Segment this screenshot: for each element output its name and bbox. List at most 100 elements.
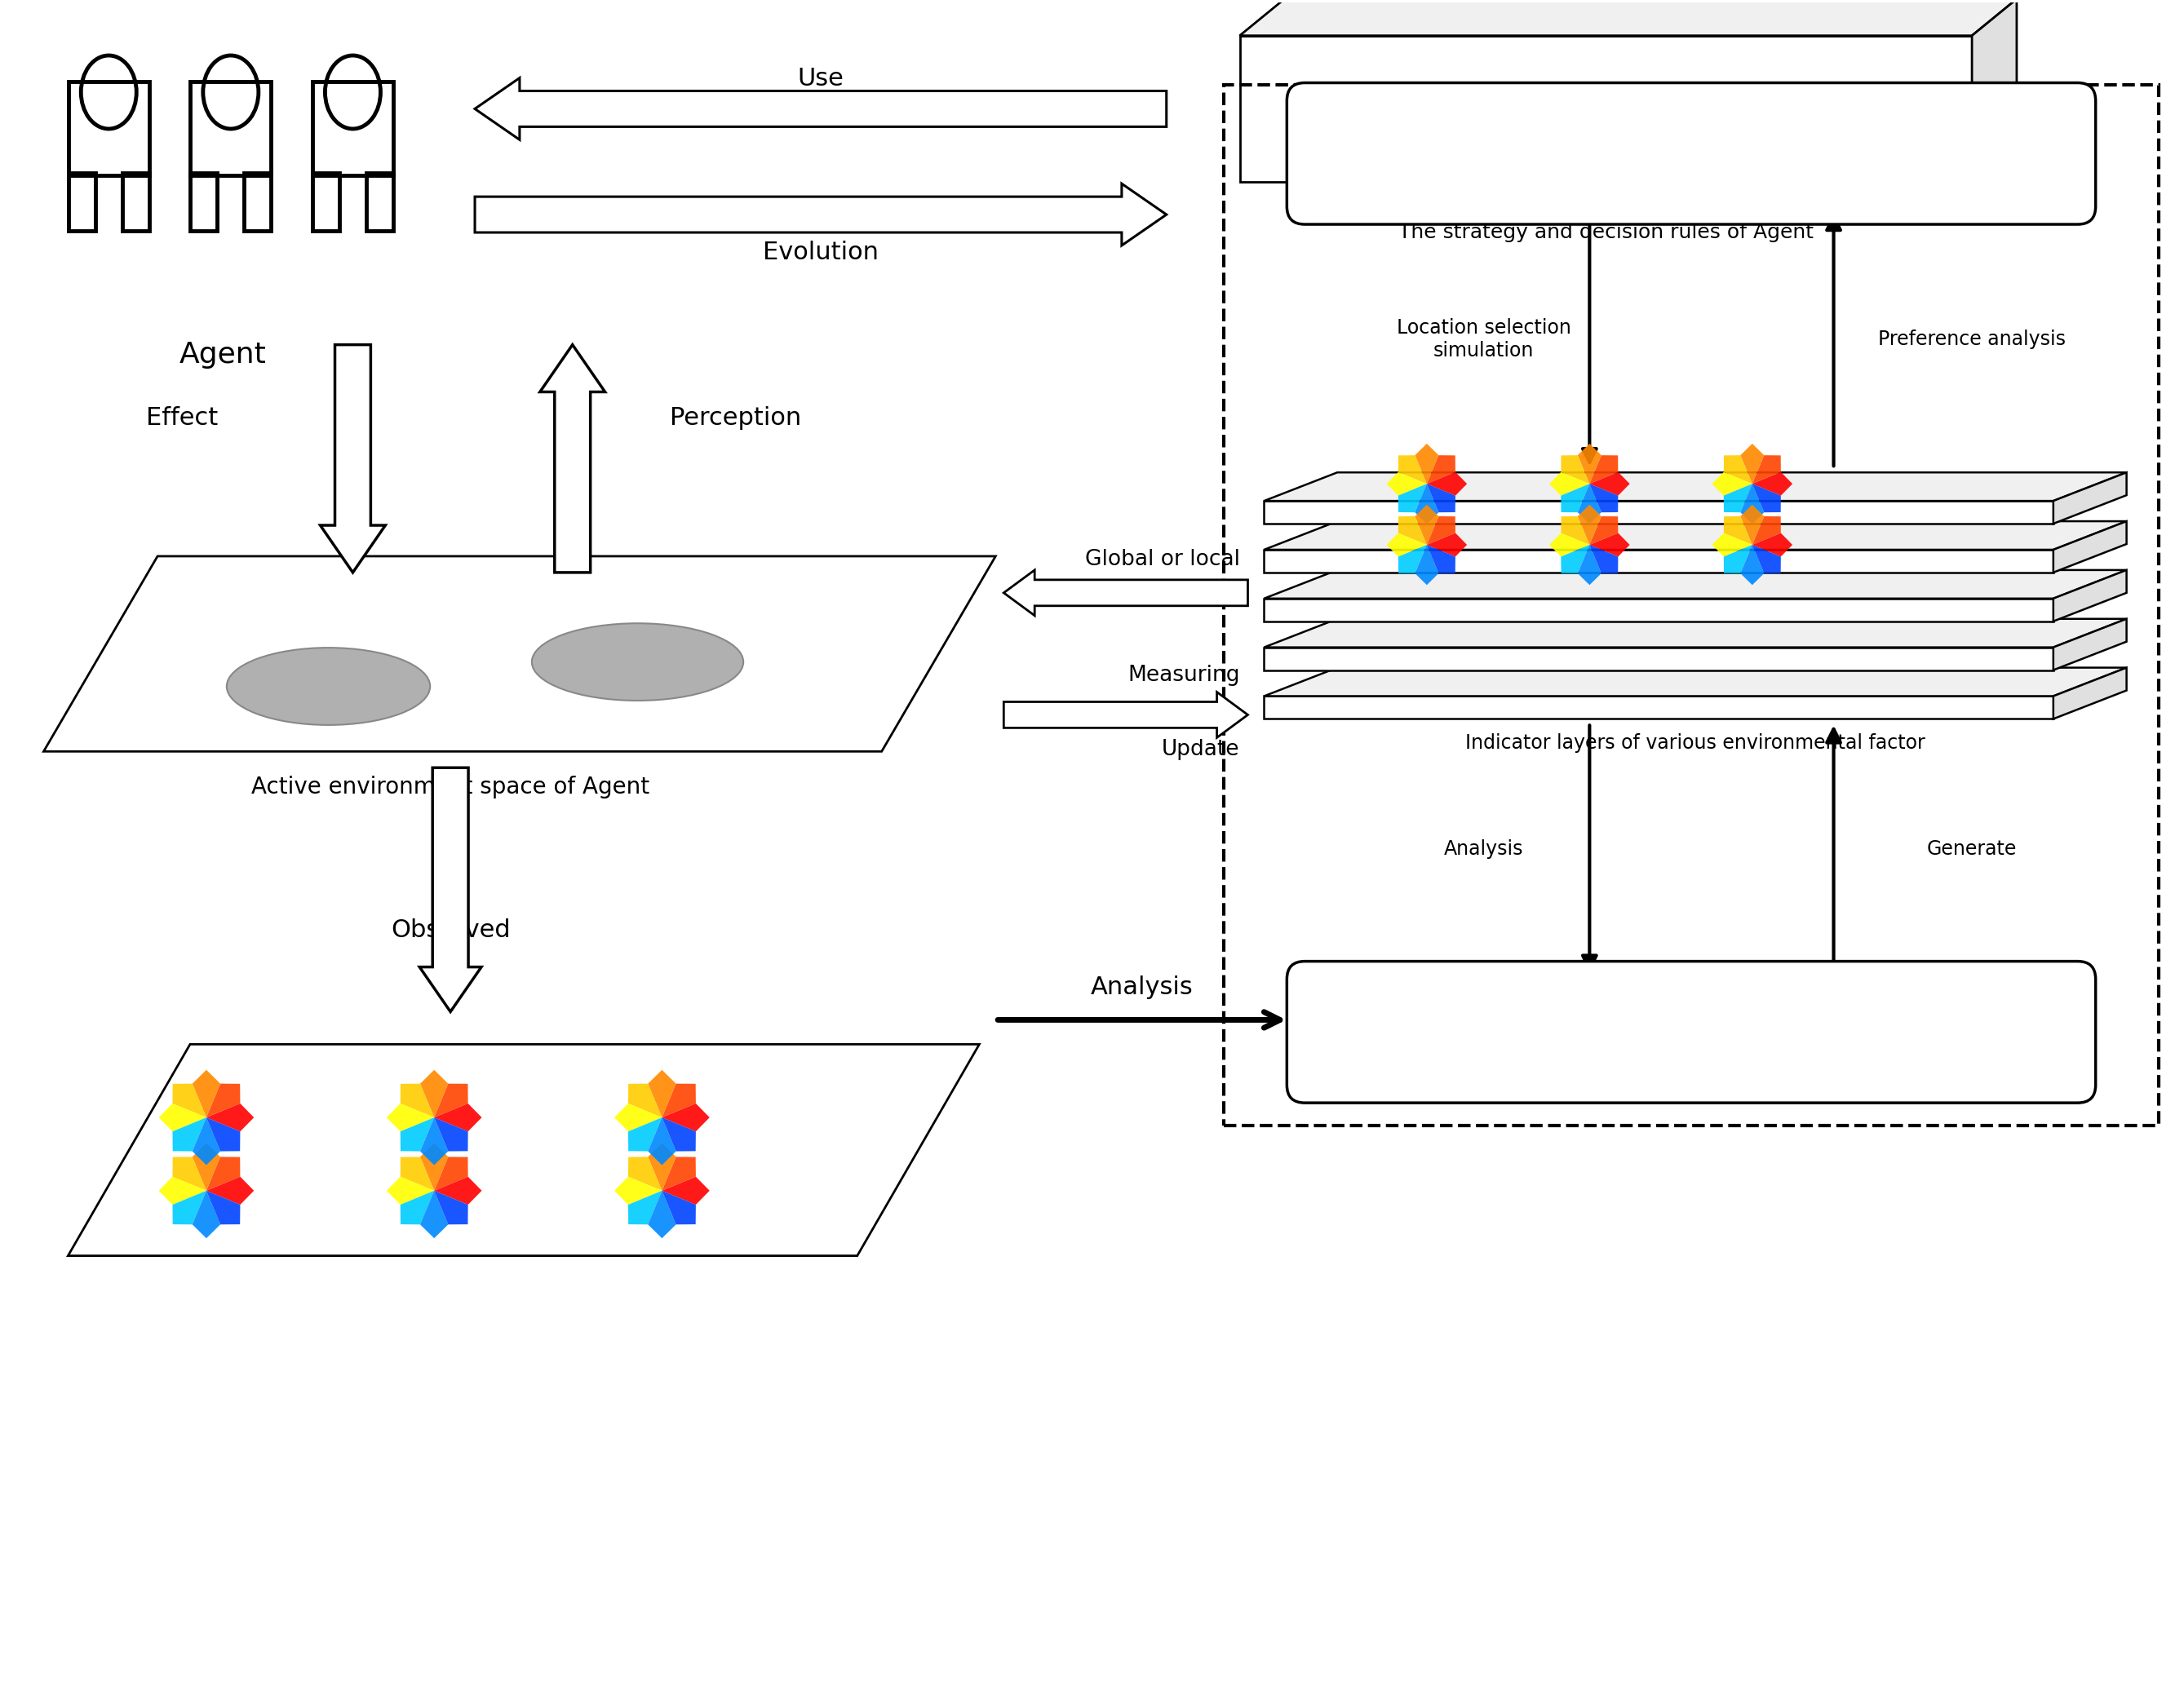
Polygon shape: [435, 1177, 483, 1205]
Bar: [367, 173, 393, 230]
Text: Use: Use: [797, 67, 843, 91]
Polygon shape: [1265, 667, 2127, 696]
Polygon shape: [1548, 472, 1590, 496]
Polygon shape: [1590, 516, 1618, 545]
Polygon shape: [614, 1103, 662, 1131]
Polygon shape: [1426, 472, 1468, 496]
Polygon shape: [1741, 545, 1765, 585]
Polygon shape: [1415, 484, 1439, 524]
Polygon shape: [1398, 456, 1426, 484]
Bar: [190, 81, 271, 175]
Polygon shape: [1741, 484, 1765, 524]
Text: Perception: Perception: [670, 407, 802, 430]
Polygon shape: [2053, 570, 2127, 622]
Polygon shape: [1590, 533, 1629, 556]
Polygon shape: [435, 1190, 467, 1224]
Bar: [122, 173, 149, 230]
Polygon shape: [662, 1103, 710, 1131]
Polygon shape: [173, 1157, 205, 1190]
Polygon shape: [1387, 533, 1426, 556]
Bar: [312, 81, 393, 175]
Polygon shape: [2053, 521, 2127, 573]
Polygon shape: [662, 1157, 697, 1190]
Polygon shape: [1265, 619, 2127, 647]
Polygon shape: [1590, 472, 1629, 496]
Polygon shape: [435, 1084, 467, 1118]
Polygon shape: [629, 1084, 662, 1118]
Polygon shape: [1415, 444, 1439, 484]
Polygon shape: [2053, 472, 2127, 524]
Text: Measuring: Measuring: [1127, 664, 1241, 686]
Polygon shape: [205, 1177, 253, 1205]
Polygon shape: [419, 1069, 448, 1118]
Polygon shape: [205, 1103, 253, 1131]
Polygon shape: [629, 1157, 662, 1190]
Bar: [245, 173, 271, 230]
Polygon shape: [1265, 550, 2053, 573]
Polygon shape: [192, 1190, 221, 1239]
Polygon shape: [1241, 0, 2016, 35]
Polygon shape: [1752, 472, 1793, 496]
Polygon shape: [474, 77, 1166, 140]
Polygon shape: [44, 556, 996, 751]
Text: Location selection
simulation: Location selection simulation: [1396, 318, 1570, 360]
Bar: [312, 173, 339, 230]
Polygon shape: [649, 1118, 677, 1165]
Polygon shape: [1741, 504, 1765, 545]
Polygon shape: [1426, 516, 1455, 545]
FancyBboxPatch shape: [1286, 962, 2097, 1103]
Polygon shape: [400, 1084, 435, 1118]
Polygon shape: [1712, 472, 1752, 496]
Polygon shape: [662, 1118, 697, 1151]
Text: Agent: Agent: [179, 341, 266, 368]
Polygon shape: [629, 1190, 662, 1224]
Text: Active environment space of Agent: Active environment space of Agent: [251, 777, 649, 798]
Polygon shape: [192, 1118, 221, 1165]
Polygon shape: [1265, 570, 2127, 598]
Polygon shape: [1723, 484, 1752, 513]
Bar: [1223, 84, 2160, 1126]
Polygon shape: [1426, 456, 1455, 484]
Polygon shape: [387, 1177, 435, 1205]
Polygon shape: [1741, 444, 1765, 484]
Polygon shape: [1723, 516, 1752, 545]
Polygon shape: [1398, 545, 1426, 573]
Polygon shape: [1577, 545, 1601, 585]
Polygon shape: [205, 1190, 240, 1224]
Text: Global or local: Global or local: [1085, 548, 1241, 570]
Polygon shape: [1005, 693, 1247, 738]
Polygon shape: [435, 1118, 467, 1151]
Polygon shape: [1752, 545, 1780, 573]
Text: Anylogic platform: Anylogic platform: [1551, 138, 1830, 170]
Polygon shape: [1005, 570, 1247, 615]
Polygon shape: [387, 1103, 435, 1131]
Text: Effect: Effect: [146, 407, 218, 430]
Polygon shape: [1577, 504, 1601, 545]
Polygon shape: [2053, 667, 2127, 719]
Polygon shape: [1265, 647, 2053, 671]
Polygon shape: [1548, 533, 1590, 556]
Polygon shape: [400, 1190, 435, 1224]
Polygon shape: [1398, 484, 1426, 513]
Polygon shape: [1712, 533, 1752, 556]
Text: Indicator layers of various environmental factor: Indicator layers of various environmenta…: [1465, 733, 1926, 753]
Text: Preference analysis: Preference analysis: [1878, 329, 2066, 350]
Polygon shape: [419, 1118, 448, 1165]
Polygon shape: [1265, 696, 2053, 719]
Polygon shape: [1387, 472, 1426, 496]
Polygon shape: [159, 1177, 205, 1205]
Polygon shape: [1265, 501, 2053, 524]
Polygon shape: [205, 1084, 240, 1118]
Polygon shape: [1723, 545, 1752, 573]
Polygon shape: [173, 1118, 205, 1151]
Polygon shape: [662, 1084, 697, 1118]
Text: The strategy and decision rules of Agent: The strategy and decision rules of Agent: [1398, 222, 1813, 242]
Polygon shape: [2053, 619, 2127, 671]
Polygon shape: [435, 1157, 467, 1190]
Polygon shape: [321, 345, 384, 573]
Polygon shape: [539, 345, 605, 573]
Polygon shape: [1723, 456, 1752, 484]
Polygon shape: [1426, 545, 1455, 573]
Polygon shape: [1415, 545, 1439, 585]
Polygon shape: [400, 1157, 435, 1190]
